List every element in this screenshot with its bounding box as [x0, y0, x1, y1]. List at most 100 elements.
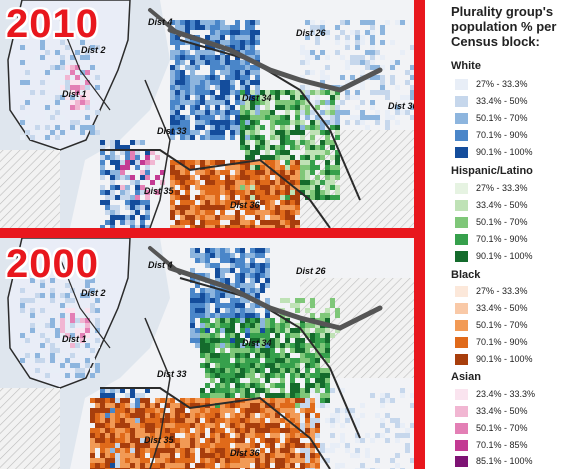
census-block: [285, 210, 290, 215]
census-block: [340, 423, 345, 428]
census-block: [245, 313, 250, 318]
census-block: [85, 115, 90, 120]
census-block: [255, 278, 260, 283]
census-block: [330, 140, 335, 145]
census-block: [145, 403, 150, 408]
census-block: [250, 110, 255, 115]
census-block: [190, 323, 195, 328]
census-block: [320, 373, 325, 378]
census-block: [290, 343, 295, 348]
census-block: [250, 398, 255, 403]
census-block: [295, 388, 300, 393]
census-block: [315, 165, 320, 170]
census-block: [175, 25, 180, 30]
census-block: [230, 448, 235, 453]
census-block: [50, 80, 55, 85]
census-block: [305, 348, 310, 353]
census-block: [185, 418, 190, 423]
census-block: [115, 145, 120, 150]
census-block: [100, 155, 105, 160]
census-block: [250, 288, 255, 293]
census-block: [315, 185, 320, 190]
census-block: [65, 358, 70, 363]
census-block: [70, 323, 75, 328]
census-block: [405, 428, 410, 433]
census-block: [320, 180, 325, 185]
census-block: [185, 185, 190, 190]
census-block: [285, 100, 290, 105]
census-block: [250, 408, 255, 413]
census-block: [330, 388, 335, 393]
census-block: [135, 458, 140, 463]
census-block: [275, 408, 280, 413]
census-block: [255, 253, 260, 258]
census-block: [290, 165, 295, 170]
census-block: [145, 388, 150, 393]
census-block: [90, 458, 95, 463]
census-block: [265, 145, 270, 150]
census-block: [110, 463, 115, 468]
census-block: [330, 110, 335, 115]
census-block: [180, 195, 185, 200]
census-block: [275, 160, 280, 165]
census-block: [370, 50, 375, 55]
census-block: [335, 105, 340, 110]
census-block: [285, 438, 290, 443]
census-block: [215, 20, 220, 25]
census-block: [95, 75, 100, 80]
census-block: [240, 373, 245, 378]
census-block: [55, 368, 60, 373]
census-block: [240, 363, 245, 368]
census-block: [380, 55, 385, 60]
census-block: [300, 343, 305, 348]
legend-swatch: [455, 251, 468, 262]
census-block: [80, 368, 85, 373]
census-block: [80, 333, 85, 338]
census-block: [410, 458, 414, 463]
census-block: [325, 378, 330, 383]
census-block: [215, 403, 220, 408]
census-block: [160, 453, 165, 458]
map-2010-svg: [0, 0, 414, 228]
census-block: [315, 443, 320, 448]
census-block: [235, 258, 240, 263]
census-block: [170, 398, 175, 403]
census-block: [190, 418, 195, 423]
census-block: [215, 343, 220, 348]
census-block: [205, 175, 210, 180]
census-block: [380, 393, 385, 398]
census-block: [390, 80, 395, 85]
census-block: [265, 225, 270, 228]
census-block: [225, 408, 230, 413]
census-block: [185, 423, 190, 428]
census-block: [135, 403, 140, 408]
census-block: [195, 80, 200, 85]
census-block: [145, 155, 150, 160]
census-block: [385, 90, 390, 95]
census-block: [240, 433, 245, 438]
census-block: [230, 263, 235, 268]
census-block: [110, 418, 115, 423]
census-block: [315, 463, 320, 468]
census-block: [240, 30, 245, 35]
census-block: [270, 328, 275, 333]
census-block: [150, 463, 155, 468]
census-block: [225, 288, 230, 293]
census-block: [295, 303, 300, 308]
census-block: [105, 458, 110, 463]
census-block: [285, 130, 290, 135]
census-block: [395, 105, 400, 110]
census-block: [245, 115, 250, 120]
census-block: [20, 358, 25, 363]
census-block: [185, 125, 190, 130]
census-block: [270, 165, 275, 170]
census-block: [135, 165, 140, 170]
census-block: [255, 408, 260, 413]
census-block: [290, 105, 295, 110]
census-block: [125, 448, 130, 453]
census-block: [250, 303, 255, 308]
census-block: [150, 433, 155, 438]
census-block: [200, 95, 205, 100]
census-block: [210, 263, 215, 268]
census-block: [50, 313, 55, 318]
